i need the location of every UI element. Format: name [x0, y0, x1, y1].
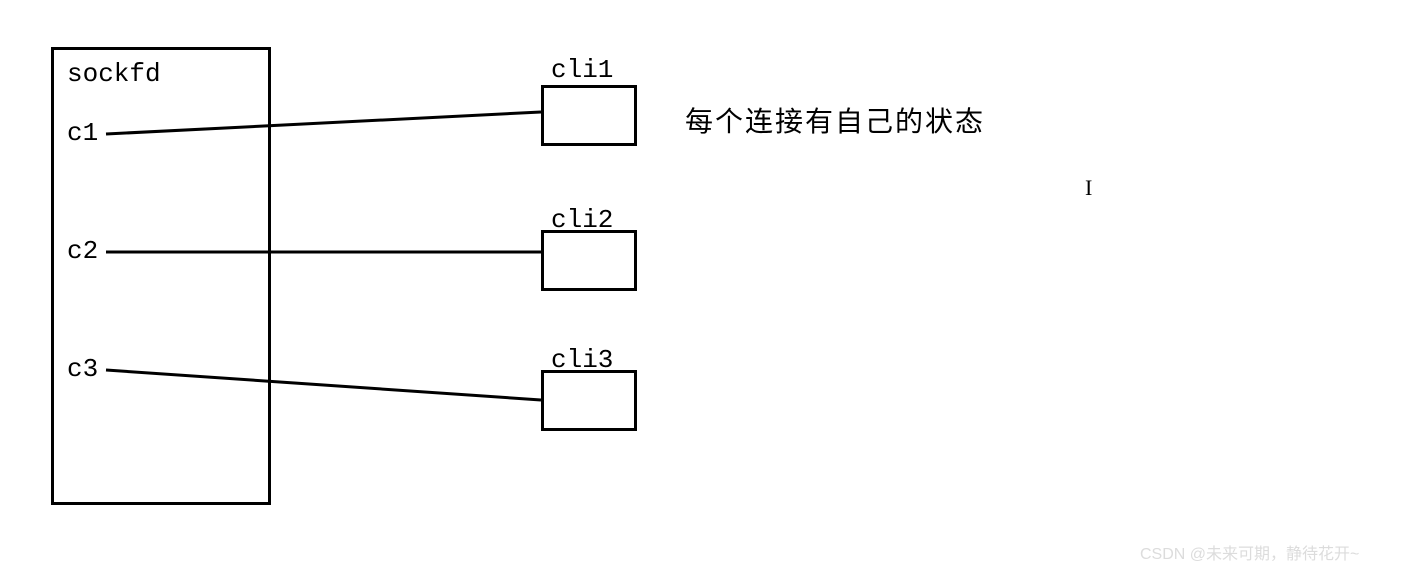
label-c2: c2	[67, 236, 98, 266]
label-c1: c1	[67, 118, 98, 148]
cli1-box	[541, 85, 637, 146]
annotation-text: 每个连接有自己的状态	[685, 100, 985, 140]
csdn-watermark: CSDN @未来可期，静待花开~	[1140, 540, 1359, 564]
cli3-box	[541, 370, 637, 431]
cli2-box	[541, 230, 637, 291]
cli2-label: cli2	[551, 205, 613, 235]
sockfd-title: sockfd	[67, 59, 161, 89]
cli3-label: cli3	[551, 345, 613, 375]
cli1-label: cli1	[551, 55, 613, 85]
sockfd-box	[51, 47, 271, 505]
text-cursor-icon: I	[1085, 175, 1092, 201]
label-c3: c3	[67, 354, 98, 384]
